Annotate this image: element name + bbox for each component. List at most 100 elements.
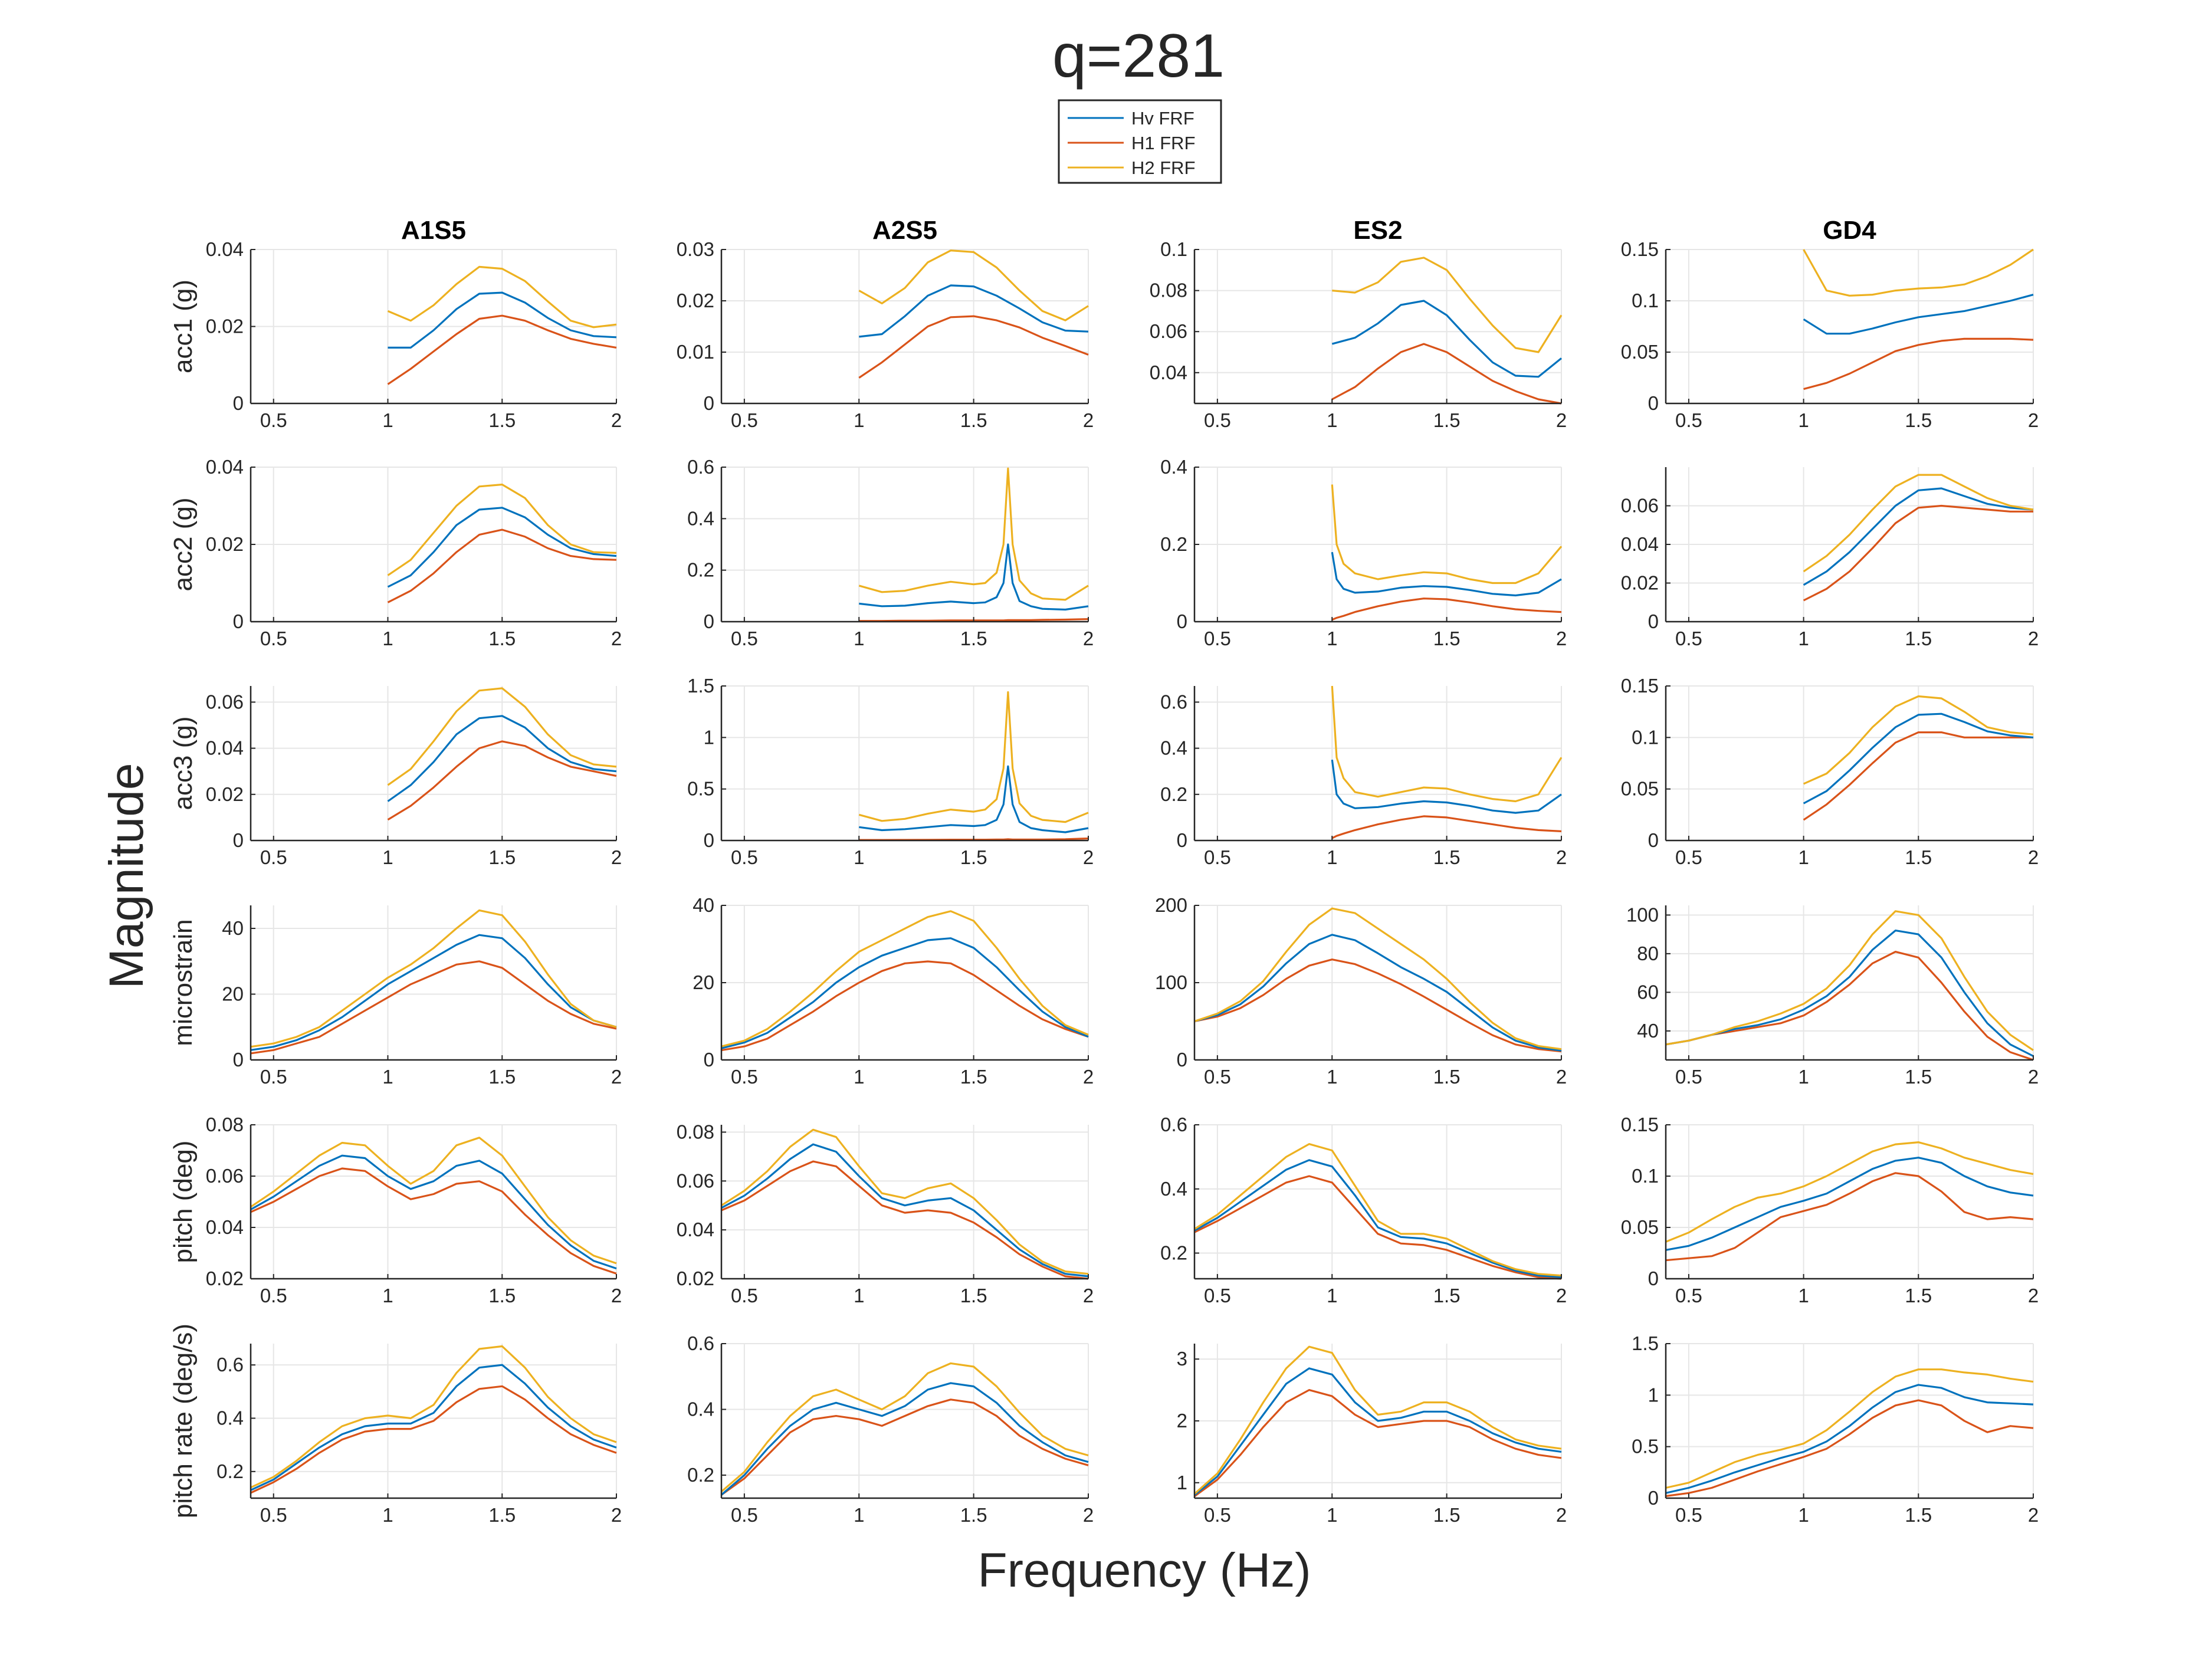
- x-tick-label: 2: [2028, 1504, 2039, 1526]
- series-line-h2: [250, 1345, 617, 1489]
- y-tick-label: 0.4: [1160, 456, 1187, 478]
- x-tick-label: 2: [1083, 1285, 1094, 1306]
- series-line-hv: [1803, 294, 2034, 335]
- subplot-0-2: 0.5 1 1.5 2 0.04 0.06 0.08 0.1: [1150, 238, 1567, 431]
- x-tick-label: 1: [854, 1285, 864, 1306]
- y-tick-label: 0.02: [206, 316, 244, 337]
- y-tick-label: 0.6: [216, 1354, 244, 1375]
- y-tick-label: 0.4: [1160, 1178, 1187, 1200]
- y-tick-label: 0.04: [1150, 362, 1187, 383]
- y-tick-label: 1: [1177, 1472, 1187, 1493]
- y-tick-label: 0.05: [1621, 778, 1659, 800]
- x-tick-label: 1.5: [1433, 1066, 1461, 1088]
- series-line-hv: [250, 934, 617, 1051]
- y-tick-label: 0.6: [1160, 691, 1187, 713]
- figure-y-label: Magnitude: [100, 763, 153, 989]
- subplot-2-3: 0.5 1 1.5 2 0 0.05 0.1 0.15: [1621, 675, 2039, 868]
- y-tick-label: 100: [1155, 971, 1187, 993]
- x-tick-label: 1: [854, 628, 864, 649]
- x-tick-label: 1.5: [960, 1504, 987, 1526]
- x-tick-label: 2: [2028, 628, 2039, 649]
- x-tick-label: 1.5: [960, 1285, 987, 1306]
- series-line-h2: [1665, 910, 2034, 1051]
- x-tick-label: 0.5: [1204, 628, 1231, 649]
- y-tick-label: 0.02: [206, 783, 244, 805]
- plot-area: [1194, 686, 1561, 841]
- plot-area: [1666, 1125, 2033, 1279]
- y-tick-label: 0: [1648, 1268, 1659, 1289]
- plot-area: [721, 1125, 1088, 1279]
- y-tick-label: 0.6: [687, 1332, 714, 1354]
- y-tick-label: 0.06: [206, 691, 244, 713]
- series-line-h1: [1331, 597, 1562, 621]
- y-tick-label: 0: [1648, 392, 1659, 414]
- y-tick-label: 0.02: [206, 533, 244, 555]
- x-tick-label: 0.5: [1204, 1285, 1231, 1306]
- y-tick-label: 0.01: [677, 341, 714, 363]
- y-tick-label: 0.02: [677, 290, 714, 311]
- x-tick-label: 1: [382, 628, 393, 649]
- x-tick-label: 0.5: [731, 409, 758, 431]
- y-tick-label: 0: [1177, 829, 1187, 851]
- y-tick-label: 0.06: [1621, 495, 1659, 517]
- y-tick-label: 0.4: [687, 1398, 714, 1420]
- x-tick-label: 1: [1798, 846, 1809, 868]
- series-line-h1: [387, 314, 617, 385]
- series-line-h2: [1194, 1143, 1562, 1277]
- x-tick-label: 1.5: [1905, 1504, 1932, 1526]
- x-tick-label: 2: [1556, 1285, 1567, 1306]
- x-tick-label: 2: [1083, 628, 1094, 649]
- x-tick-label: 1.5: [960, 628, 987, 649]
- x-tick-label: 1: [382, 1066, 393, 1088]
- subplot-2-0: 0.5 1 1.5 2 0 0.02 0.04 0.06: [206, 686, 622, 868]
- y-tick-label: 0.15: [1621, 1114, 1659, 1135]
- x-tick-label: 1.5: [1433, 846, 1461, 868]
- subplot-1-1: 0.5 1 1.5 2 0 0.2 0.4 0.6: [687, 456, 1094, 649]
- x-tick-label: 2: [1083, 846, 1094, 868]
- y-tick-label: 0.02: [1621, 572, 1659, 594]
- series-line-h2: [1332, 257, 1563, 353]
- x-tick-label: 0.5: [1675, 409, 1702, 431]
- series-line-hv: [859, 284, 1089, 338]
- series-line-h2: [1331, 685, 1563, 803]
- series-line-h2: [1194, 907, 1562, 1050]
- subplot-5-1: 0.5 1 1.5 2 0.2 0.4 0.6: [687, 1332, 1094, 1526]
- x-tick-label: 0.5: [1675, 1285, 1702, 1306]
- x-tick-label: 2: [611, 1066, 622, 1088]
- y-tick-label: 100: [1626, 904, 1659, 925]
- series-line-h1: [721, 960, 1089, 1052]
- series-line-h1: [721, 1398, 1089, 1496]
- subplot-4-1: 0.5 1 1.5 2 0.02 0.04 0.06 0.08: [677, 1121, 1094, 1306]
- series-line-h2: [721, 1128, 1089, 1275]
- x-tick-label: 0.5: [1675, 1066, 1702, 1088]
- x-tick-label: 1: [854, 1066, 864, 1088]
- x-tick-label: 1: [1798, 628, 1809, 649]
- plot-area: [1194, 1125, 1561, 1279]
- x-tick-label: 2: [1556, 628, 1567, 649]
- series-line-h1: [1803, 337, 2034, 390]
- series-line-h1: [250, 960, 617, 1055]
- series-line-h2: [720, 1362, 1089, 1493]
- series-line-hv: [250, 1364, 617, 1491]
- y-tick-label: 0.15: [1621, 675, 1659, 697]
- series-line-h1: [1194, 1175, 1562, 1280]
- y-tick-label: 0.6: [1160, 1114, 1187, 1135]
- y-tick-label: 0: [704, 1049, 714, 1071]
- x-tick-label: 0.5: [1675, 846, 1702, 868]
- series-line-h2: [1803, 474, 2034, 573]
- series-line-h1: [1665, 951, 2034, 1061]
- y-tick-label: 0.5: [687, 778, 714, 800]
- series-line-h1: [859, 618, 1089, 622]
- row-label-0: acc1 (g): [169, 280, 198, 373]
- x-tick-label: 1.5: [1433, 628, 1461, 649]
- y-tick-label: 1.5: [1632, 1332, 1659, 1354]
- x-tick-label: 0.5: [260, 1285, 287, 1306]
- x-tick-label: 2: [611, 628, 622, 649]
- y-tick-label: 0: [704, 829, 714, 851]
- series-line-hv: [1331, 551, 1562, 597]
- y-tick-label: 1: [1648, 1384, 1659, 1406]
- series-line-h1: [1194, 1389, 1562, 1498]
- y-tick-label: 0.06: [206, 1165, 244, 1187]
- y-tick-label: 0.1: [1632, 290, 1659, 311]
- series-line-h2: [1803, 248, 2034, 297]
